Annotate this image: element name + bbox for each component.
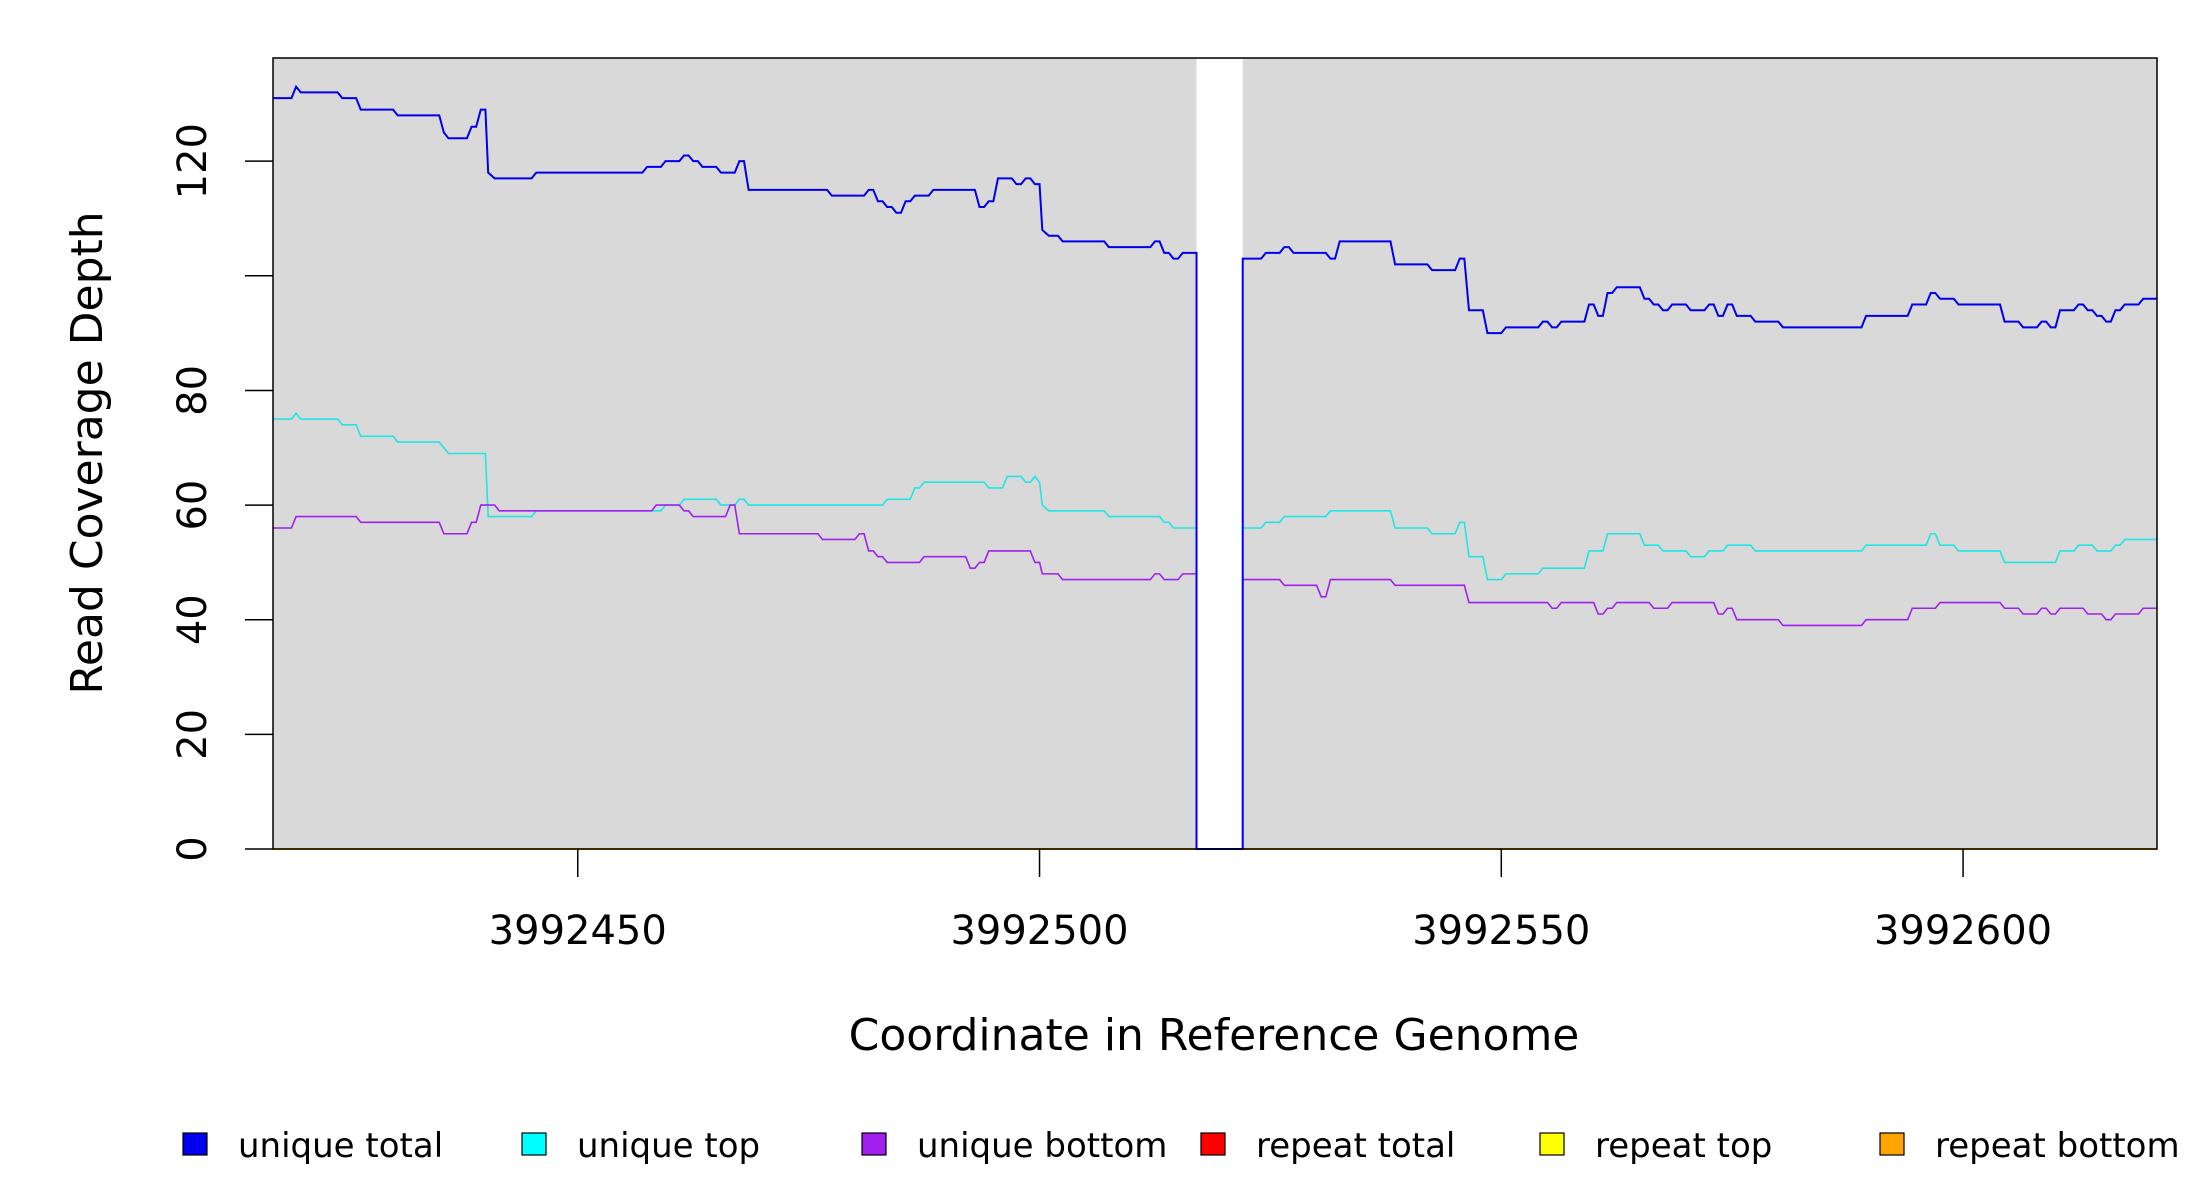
legend-swatch — [521, 1132, 547, 1156]
y-tick-label: 20 — [170, 709, 216, 760]
legend-item-unique-total: unique total — [182, 1126, 443, 1166]
y-axis-label: Read Coverage Depth — [62, 211, 113, 694]
legend-swatch — [1200, 1132, 1226, 1156]
series-unique-total — [273, 84, 2157, 850]
legend-swatch — [1539, 1132, 1565, 1156]
legend-swatch — [1879, 1132, 1905, 1156]
plot-area — [273, 58, 2157, 850]
y-tick-label: 120 — [170, 123, 216, 199]
coverage-gap — [1196, 59, 1243, 848]
legend-label: repeat bottom — [1935, 1126, 2180, 1166]
legend-item-repeat-total: repeat total — [1200, 1126, 1455, 1166]
x-axis-label: Coordinate in Reference Genome — [849, 1010, 1580, 1061]
y-tick-label: 40 — [170, 594, 216, 645]
y-tick-label: 0 — [170, 836, 216, 861]
legend-swatch — [861, 1132, 887, 1156]
legend: unique total unique top unique bottom repea… — [182, 1126, 2180, 1166]
legend-label: unique bottom — [917, 1126, 1167, 1166]
legend-swatch — [182, 1132, 208, 1156]
legend-item-repeat-bottom: repeat bottom — [1879, 1126, 2180, 1166]
y-tick-label: 80 — [170, 365, 216, 416]
x-tick-label: 3992600 — [1874, 908, 2052, 954]
axes: 0 20 40 60 80 120 3992450 3992500 3992550 3992600 — [170, 57, 2158, 954]
legend-item-repeat-top: repeat top — [1539, 1126, 1772, 1166]
x-tick-label: 3992500 — [950, 908, 1128, 954]
x-tick-label: 3992550 — [1412, 908, 1590, 954]
legend-label: repeat total — [1256, 1126, 1455, 1166]
legend-item-unique-top: unique top — [521, 1126, 760, 1166]
legend-item-unique-bottom: unique bottom — [861, 1126, 1167, 1166]
plot-frame — [272, 57, 2158, 850]
y-tick-label: 60 — [170, 480, 216, 531]
legend-label: unique top — [577, 1126, 760, 1166]
x-tick-label: 3992450 — [489, 908, 667, 954]
legend-label: unique total — [238, 1126, 443, 1166]
series-unique-bottom — [273, 504, 2157, 850]
legend-label: repeat top — [1595, 1126, 1772, 1166]
